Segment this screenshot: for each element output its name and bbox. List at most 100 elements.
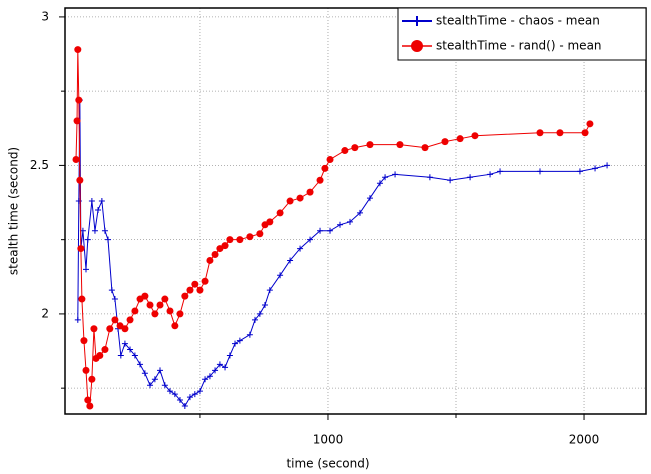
legend-marker xyxy=(411,40,423,52)
data-point xyxy=(156,301,164,309)
data-point xyxy=(98,198,105,205)
data-point xyxy=(592,165,599,172)
data-point xyxy=(604,162,611,169)
data-point xyxy=(246,233,254,241)
plot-background xyxy=(65,8,646,414)
data-point xyxy=(536,129,544,137)
data-point xyxy=(226,352,233,359)
data-point xyxy=(80,337,88,345)
data-point xyxy=(376,180,383,187)
data-point xyxy=(90,325,98,333)
data-point xyxy=(221,242,229,250)
data-point xyxy=(181,402,188,409)
y-tick-label: 3 xyxy=(41,9,49,23)
data-point xyxy=(76,176,84,184)
data-point xyxy=(191,391,198,398)
data-point xyxy=(95,206,102,213)
data-point xyxy=(101,346,109,354)
data-point xyxy=(82,266,89,273)
data-point xyxy=(351,144,359,152)
data-point xyxy=(327,227,334,234)
data-point xyxy=(74,46,82,54)
data-point xyxy=(576,168,583,175)
data-point xyxy=(176,310,184,318)
data-point xyxy=(487,171,494,178)
data-point xyxy=(266,218,274,226)
data-point xyxy=(186,286,194,294)
data-point xyxy=(121,325,129,333)
data-point xyxy=(78,295,86,303)
data-point xyxy=(467,174,474,181)
y-axis-label: stealth time (second) xyxy=(7,147,21,275)
data-point xyxy=(111,296,118,303)
data-point xyxy=(77,245,85,253)
data-point xyxy=(171,391,178,398)
data-point xyxy=(297,245,304,252)
data-point xyxy=(121,340,128,347)
data-point xyxy=(73,117,81,125)
data-point xyxy=(88,198,95,205)
data-point xyxy=(101,227,108,234)
data-point xyxy=(196,388,203,395)
legend-marker xyxy=(413,16,421,26)
plot-frame xyxy=(64,7,647,415)
data-point xyxy=(166,388,173,395)
data-point xyxy=(307,236,314,243)
data-point xyxy=(212,367,219,374)
data-point xyxy=(266,287,273,294)
data-point xyxy=(287,257,294,264)
data-point xyxy=(306,188,314,196)
data-point xyxy=(346,218,353,225)
data-point xyxy=(127,346,134,353)
series-line xyxy=(77,100,608,407)
x-axis-label: time (second) xyxy=(286,457,369,471)
data-point xyxy=(86,402,94,410)
data-point xyxy=(421,144,429,152)
data-point xyxy=(206,373,213,380)
data-point xyxy=(296,194,304,202)
data-point xyxy=(321,164,329,172)
data-point xyxy=(91,227,98,234)
data-point xyxy=(556,129,564,137)
data-point xyxy=(147,382,154,389)
data-point xyxy=(161,295,169,303)
data-point xyxy=(232,340,239,347)
data-point xyxy=(151,310,159,318)
data-point xyxy=(497,168,504,175)
data-point xyxy=(82,366,90,374)
data-point xyxy=(84,236,91,243)
data-point xyxy=(196,286,204,294)
data-point xyxy=(137,361,144,368)
data-point xyxy=(117,352,124,359)
data-point xyxy=(96,351,104,359)
y-tick-label: 2.5 xyxy=(30,158,49,172)
data-point xyxy=(356,209,363,216)
data-point xyxy=(211,251,219,259)
data-point xyxy=(276,209,284,217)
data-point xyxy=(337,221,344,228)
data-point xyxy=(222,364,229,371)
data-point xyxy=(141,292,149,300)
data-point xyxy=(261,302,268,309)
data-point xyxy=(317,227,324,234)
data-point xyxy=(191,280,199,288)
data-point xyxy=(186,394,193,401)
data-point xyxy=(126,316,134,324)
data-point xyxy=(88,375,96,383)
data-point xyxy=(72,155,80,163)
data-point xyxy=(106,325,114,333)
data-point xyxy=(171,322,179,330)
x-tick-label: 2000 xyxy=(569,433,600,447)
data-point xyxy=(286,197,294,205)
data-point xyxy=(366,141,374,149)
data-point xyxy=(141,370,148,377)
data-point xyxy=(151,376,158,383)
data-point xyxy=(202,376,209,383)
data-point xyxy=(105,236,112,243)
data-point xyxy=(236,236,244,244)
data-point xyxy=(326,155,334,163)
data-point xyxy=(471,132,479,140)
data-point xyxy=(447,177,454,184)
data-point xyxy=(392,171,399,178)
